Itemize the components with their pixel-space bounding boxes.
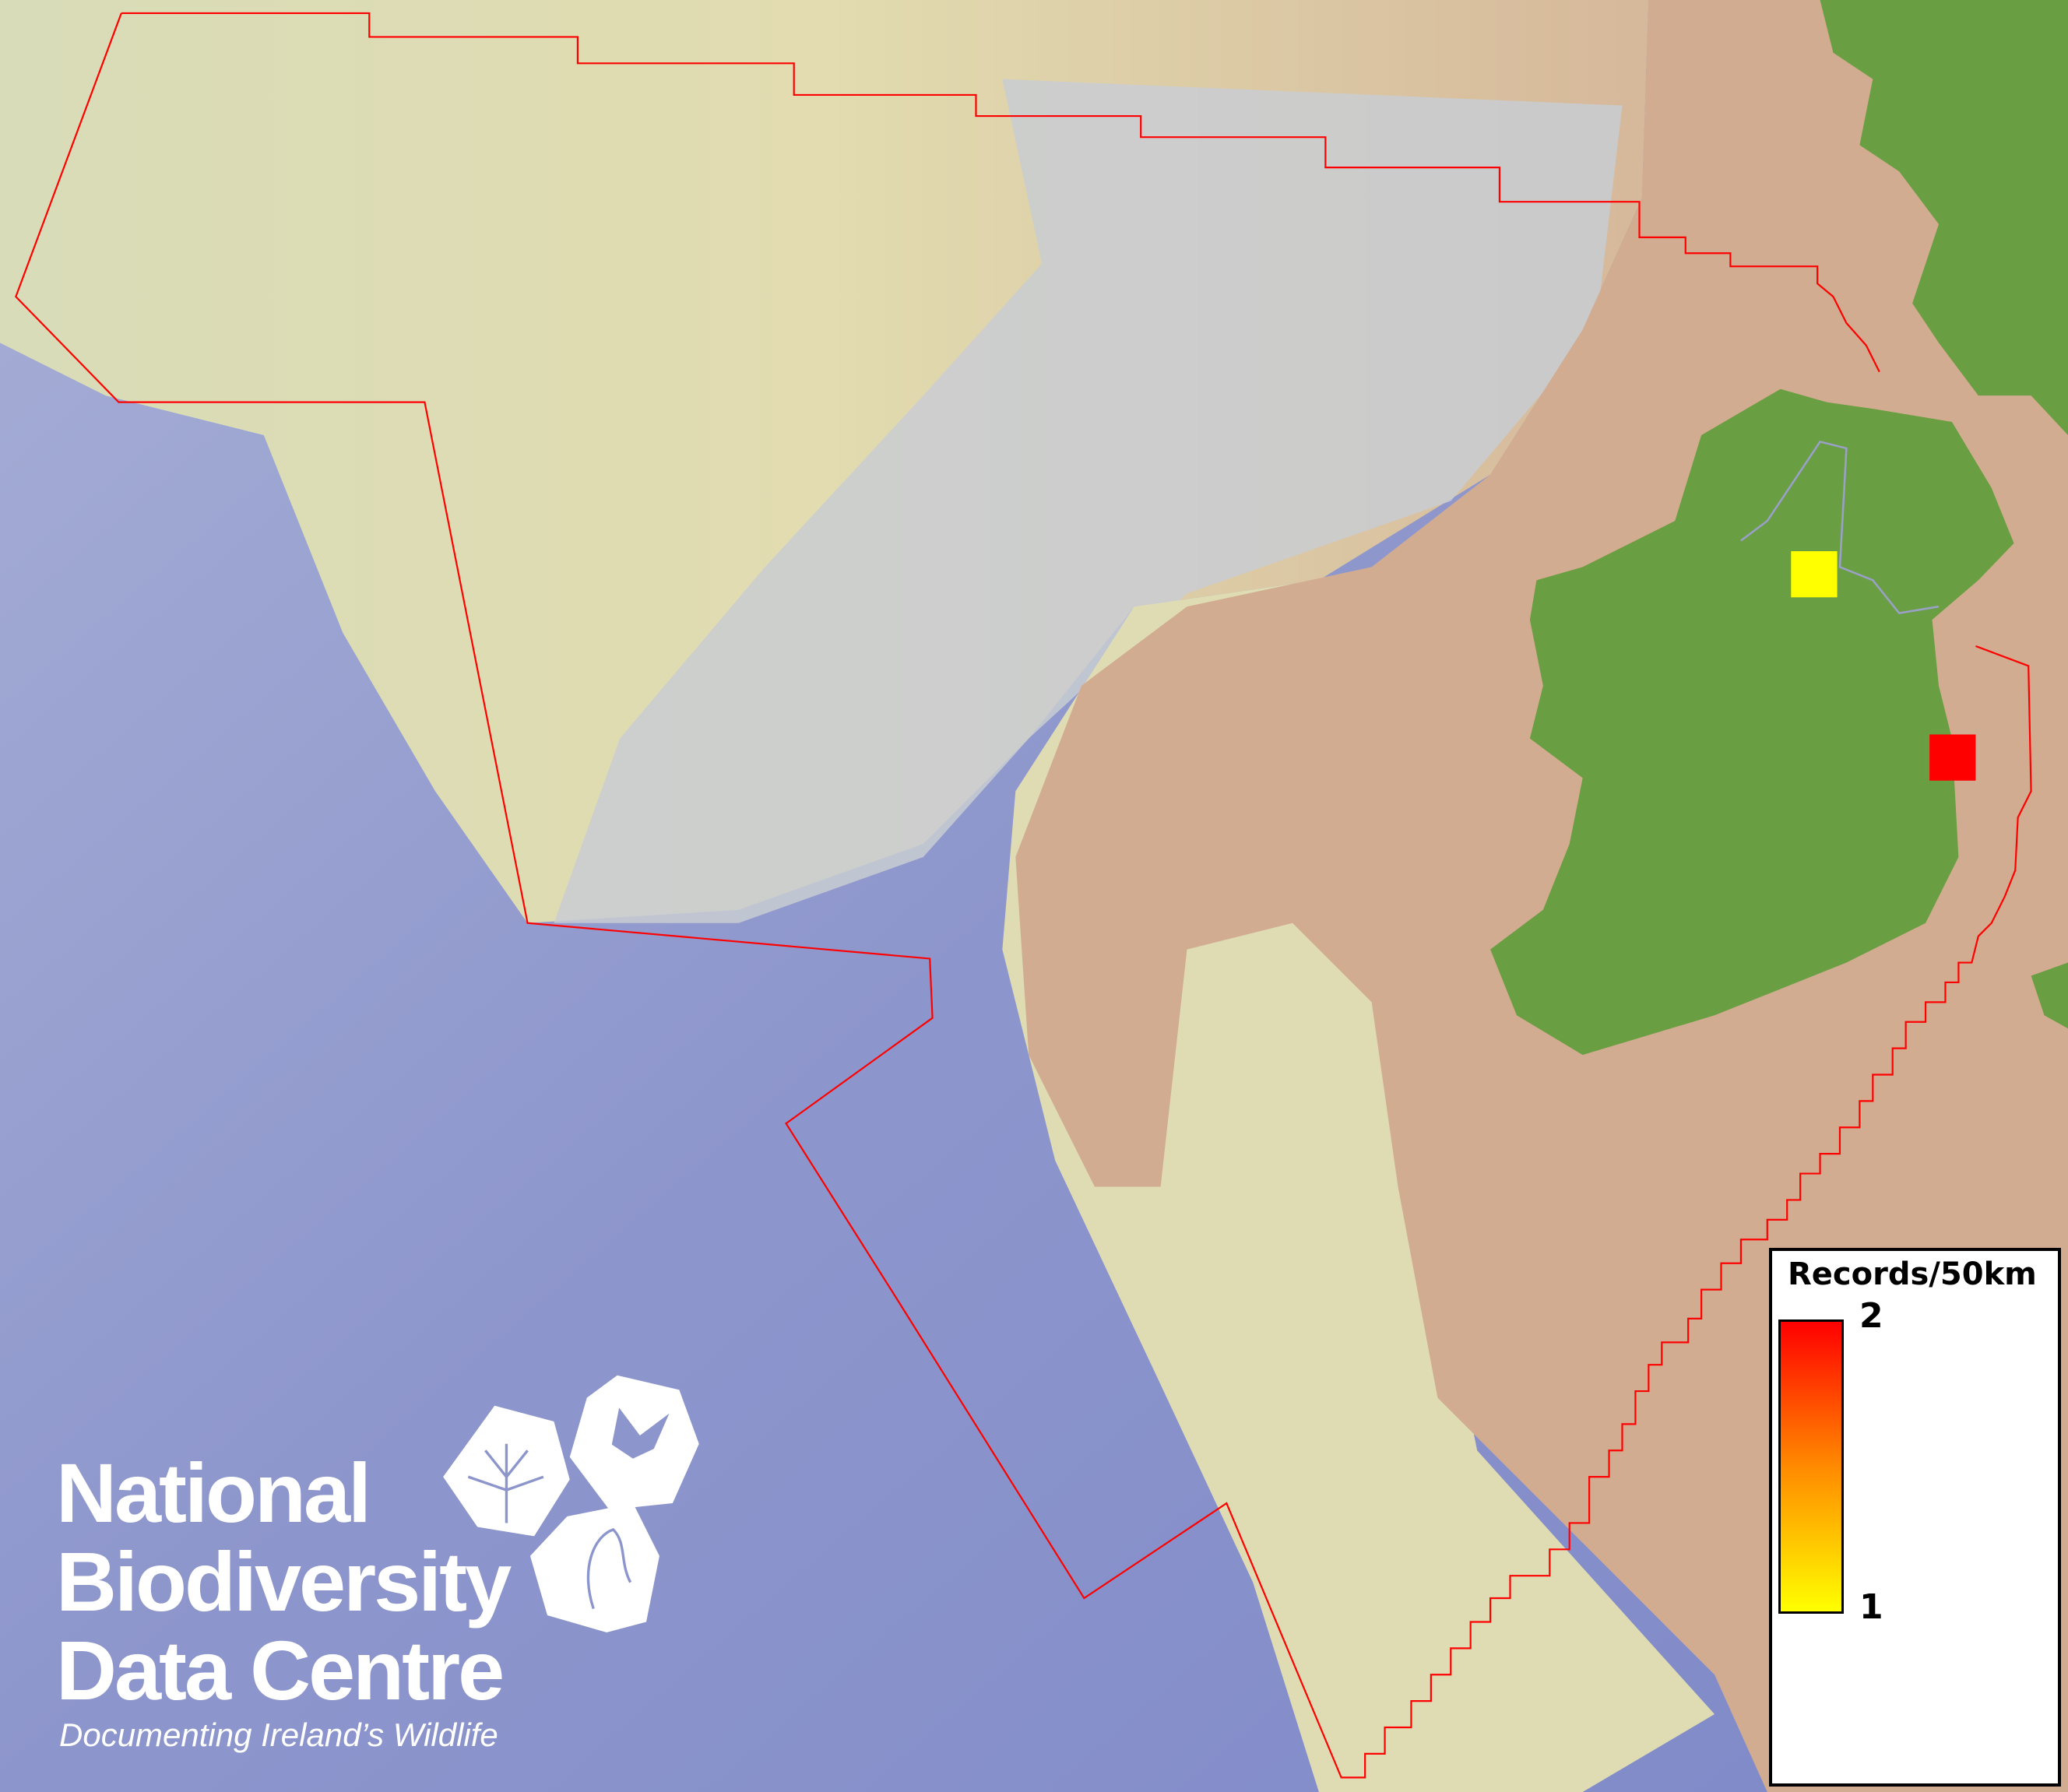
record-square-2[interactable] — [1929, 734, 1976, 781]
ireland-landmass — [1490, 388, 2014, 1056]
logo-hexagons — [443, 1375, 699, 1633]
boundary-line-north — [121, 12, 1880, 373]
logo-tagline: Documenting Ireland’s Wildlife — [59, 1716, 498, 1753]
britain-landmass — [1820, 0, 2068, 435]
slope-grey — [554, 79, 1623, 923]
legend: Records/50km 2 1 — [1769, 1248, 2061, 1787]
northern-ireland-border — [1740, 441, 1940, 615]
wales-landmass — [2031, 962, 2068, 1029]
record-square-1[interactable] — [1791, 551, 1838, 598]
legend-title: Records/50km — [1788, 1256, 2037, 1292]
logo-line-biodiversity: Biodiversity — [56, 1534, 512, 1629]
boundary-line-main — [15, 12, 2032, 1779]
seahorse-icon — [529, 1503, 659, 1633]
legend-color-bar — [1778, 1319, 1844, 1614]
logo-line-national: National — [56, 1446, 371, 1540]
legend-max-label: 2 — [1859, 1296, 1883, 1336]
legend-min-label: 1 — [1859, 1587, 1883, 1627]
logo-line-data-centre: Data Centre — [56, 1623, 505, 1717]
